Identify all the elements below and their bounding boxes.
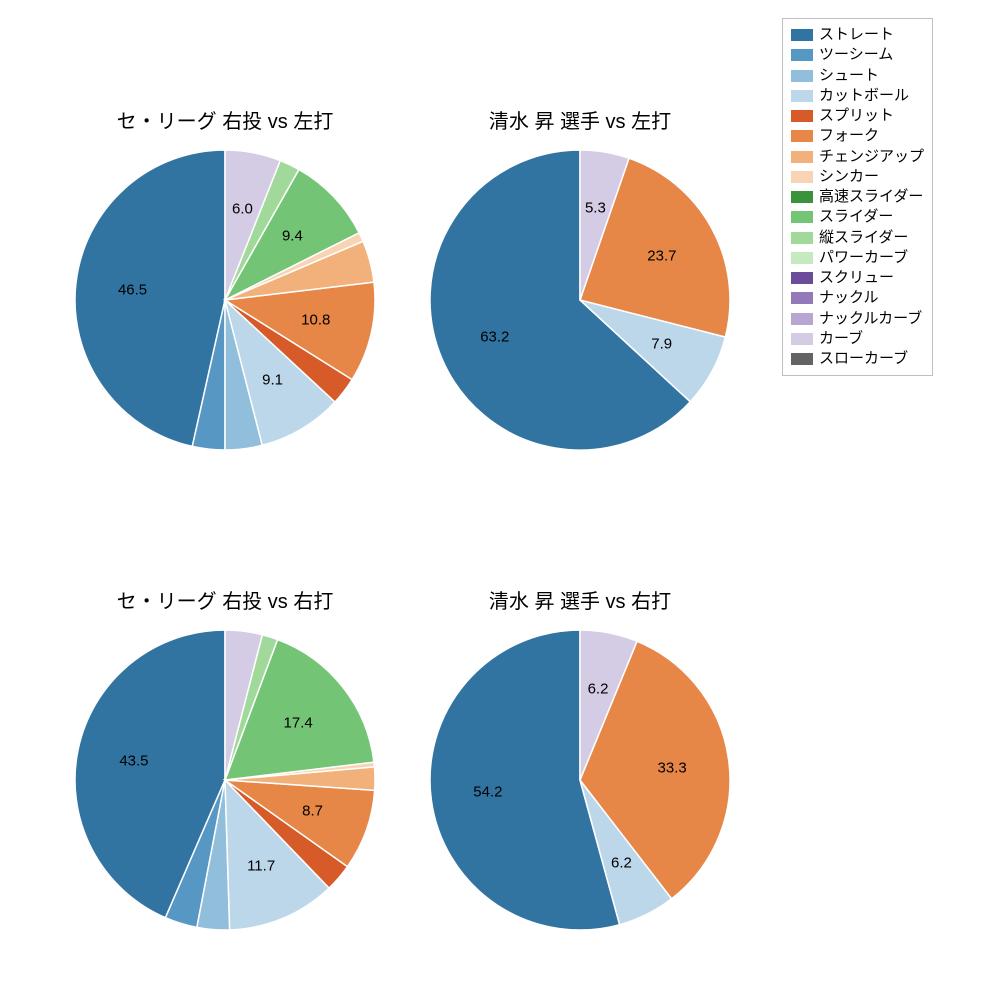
- pie-chart: [430, 630, 730, 930]
- legend-swatch: [791, 292, 813, 304]
- legend: ストレートツーシームシュートカットボールスプリットフォークチェンジアップシンカー…: [782, 18, 933, 376]
- legend-item: スプリット: [791, 106, 924, 126]
- legend-item: フォーク: [791, 126, 924, 146]
- figure: セ・リーグ 右投 vs 左打46.59.110.89.46.0清水 昇 選手 v…: [0, 0, 1000, 1000]
- legend-item: カーブ: [791, 329, 924, 349]
- pie-chart: [75, 630, 375, 930]
- legend-swatch: [791, 333, 813, 345]
- legend-swatch: [791, 151, 813, 163]
- legend-item: ナックル: [791, 288, 924, 308]
- legend-label: ナックル: [819, 288, 879, 308]
- legend-label: シュート: [819, 66, 879, 86]
- legend-swatch: [791, 191, 813, 203]
- legend-item: スライダー: [791, 207, 924, 227]
- legend-label: スプリット: [819, 106, 894, 126]
- legend-swatch: [791, 130, 813, 142]
- legend-swatch: [791, 272, 813, 284]
- legend-item: ストレート: [791, 25, 924, 45]
- legend-label: フォーク: [819, 126, 879, 146]
- legend-swatch: [791, 211, 813, 223]
- legend-item: ツーシーム: [791, 45, 924, 65]
- legend-item: 縦スライダー: [791, 228, 924, 248]
- legend-label: 縦スライダー: [819, 228, 908, 248]
- legend-label: パワーカーブ: [819, 248, 908, 268]
- legend-swatch: [791, 49, 813, 61]
- chart-title: セ・リーグ 右投 vs 右打: [117, 585, 334, 614]
- legend-swatch: [791, 90, 813, 102]
- legend-label: スライダー: [819, 207, 893, 227]
- legend-swatch: [791, 70, 813, 82]
- legend-swatch: [791, 171, 813, 183]
- legend-label: ストレート: [819, 25, 894, 45]
- chart-title: 清水 昇 選手 vs 左打: [489, 105, 671, 134]
- legend-label: ナックルカーブ: [819, 309, 922, 329]
- legend-item: ナックルカーブ: [791, 309, 924, 329]
- legend-label: カーブ: [819, 329, 863, 349]
- pie-chart: [75, 150, 375, 450]
- legend-label: ツーシーム: [819, 45, 893, 65]
- legend-label: 高速スライダー: [819, 187, 923, 207]
- legend-swatch: [791, 252, 813, 264]
- legend-item: シュート: [791, 66, 924, 86]
- legend-swatch: [791, 110, 813, 122]
- legend-item: チェンジアップ: [791, 147, 924, 167]
- legend-swatch: [791, 29, 813, 41]
- pie-chart: [430, 150, 730, 450]
- legend-item: カットボール: [791, 86, 924, 106]
- legend-item: スローカーブ: [791, 349, 924, 369]
- legend-label: スクリュー: [819, 268, 894, 288]
- legend-label: シンカー: [819, 167, 879, 187]
- legend-label: スローカーブ: [819, 349, 908, 369]
- legend-swatch: [791, 232, 813, 244]
- legend-item: パワーカーブ: [791, 248, 924, 268]
- legend-label: カットボール: [819, 86, 909, 106]
- legend-item: シンカー: [791, 167, 924, 187]
- legend-swatch: [791, 313, 813, 325]
- chart-title: 清水 昇 選手 vs 右打: [489, 585, 671, 614]
- chart-title: セ・リーグ 右投 vs 左打: [117, 105, 334, 134]
- legend-swatch: [791, 353, 813, 365]
- legend-item: スクリュー: [791, 268, 924, 288]
- legend-label: チェンジアップ: [819, 147, 924, 167]
- legend-item: 高速スライダー: [791, 187, 924, 207]
